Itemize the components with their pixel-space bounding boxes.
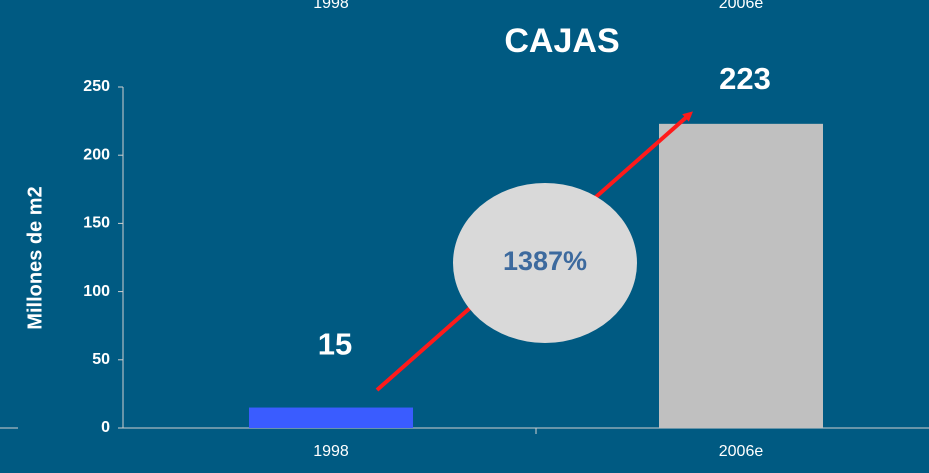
y-tick-label: 150 (83, 215, 110, 232)
y-tick-label: 50 (92, 351, 110, 368)
top-category-label: 2006e (719, 0, 764, 12)
top-category-label: 1998 (313, 0, 349, 12)
bar (659, 123, 823, 428)
value-label: 15 (318, 327, 352, 362)
y-axis-label: Millones de m2 (24, 186, 46, 329)
bar (249, 407, 413, 428)
y-tick-label: 250 (83, 78, 110, 95)
value-label: 223 (719, 61, 771, 96)
y-tick-label: 200 (83, 146, 110, 163)
chart-title: CAJAS (504, 22, 619, 60)
annotation-bubble (453, 183, 637, 343)
x-tick-label: 1998 (313, 443, 349, 460)
x-tick-label: 2006e (719, 443, 764, 460)
y-tick-label: 0 (101, 419, 110, 436)
y-tick-label: 100 (83, 283, 110, 300)
annotation: 1387% (503, 246, 587, 276)
